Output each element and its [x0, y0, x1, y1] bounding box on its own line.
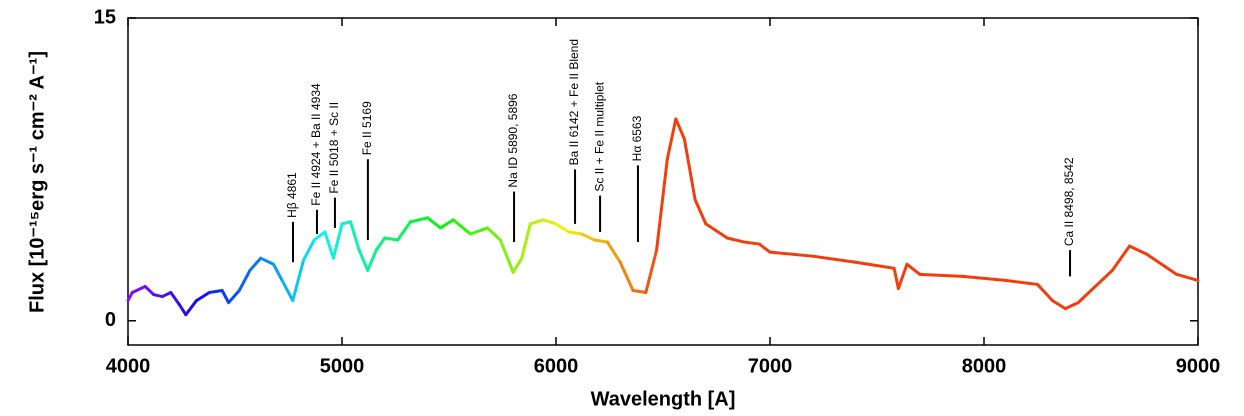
y-tick-label: 15 [94, 6, 116, 28]
spectrum-segment [331, 222, 344, 260]
annotation-label: Hα 6563 [630, 115, 644, 161]
spectrum-segment [511, 256, 524, 274]
spectrum-segment [631, 289, 648, 295]
plot-frame [127, 17, 1199, 346]
spectrum-segment [725, 236, 746, 244]
spectrum-segment [918, 272, 965, 278]
spectrum-segment [126, 291, 134, 303]
spectrum-segment [207, 289, 224, 295]
spectrum-segment [1128, 244, 1149, 256]
x-tick-label: 4000 [106, 355, 151, 377]
spectrum-segment [498, 238, 515, 274]
annotation-label: Ba II 6142 + Fe II Blend [567, 39, 581, 165]
spectrum-segment [1050, 299, 1067, 311]
spectrum-segment [349, 220, 361, 252]
spectrum-segment [704, 222, 729, 240]
spectrum-segment [396, 220, 412, 242]
spectrum-segment [580, 232, 597, 242]
spectrum-segment [248, 256, 263, 272]
annotation-label: Fe II 4924 + Ba II 4934 [309, 83, 323, 206]
spectrum-segment [1145, 252, 1179, 276]
x-tick-label: 5000 [320, 355, 365, 377]
spectrum-segment [312, 230, 327, 242]
spectrum-segment [272, 262, 284, 282]
spectrum-segment [605, 240, 622, 264]
spectrum-segment [438, 218, 455, 230]
x-axis-label: Wavelength [A] [591, 388, 736, 410]
spectrum-segment [426, 216, 442, 230]
spectrum-segment [905, 262, 922, 276]
spectrum-segment [541, 218, 558, 226]
spectrum-segment [259, 256, 276, 266]
spectrum-segment [674, 117, 686, 141]
spectrum-segment [1063, 301, 1080, 311]
spectrum-segment [644, 248, 659, 295]
spectrum-segment [280, 278, 295, 303]
spectrum-segment [1110, 244, 1132, 272]
spectrum-segment [486, 226, 502, 242]
spectrum-segment [655, 157, 669, 252]
spectrum-segment [1175, 272, 1200, 282]
spectrum-segment [768, 250, 815, 258]
spectrum-segment [177, 303, 188, 317]
spectrum-segment [1003, 278, 1039, 286]
spectrum-segment [961, 274, 1007, 282]
spectrum-segment [237, 268, 252, 292]
spectrum-segment [451, 218, 472, 236]
annotation-label: Sc II + Fe II multiplet [592, 81, 606, 191]
spectrum-segment [323, 230, 335, 260]
spectrum-segment [291, 258, 305, 303]
spectrum-segment [143, 284, 156, 297]
spectrum-segment [757, 242, 772, 254]
spectrum-segment [618, 260, 635, 292]
spectrum-segment [665, 117, 678, 161]
spectrum-segment [383, 236, 400, 242]
annotation-label: Fe II 5018 + Sc II [327, 102, 341, 194]
spectrum-segment [194, 291, 211, 303]
spectrum-segment [184, 299, 198, 317]
spectrum-segment [130, 284, 147, 295]
spectrum-segment [854, 260, 896, 270]
x-tick-label: 8000 [962, 355, 1007, 377]
annotation-label: Na ID 5890, 5896 [506, 93, 520, 187]
spectrum-segment [1036, 282, 1054, 303]
spectrum-segment [366, 248, 378, 272]
spectrum-segment [1089, 268, 1114, 292]
spectrum-segment [160, 291, 173, 299]
annotation-label: Hβ 4861 [285, 172, 299, 218]
spectrum-segment [520, 222, 532, 260]
spectrum-segment [374, 236, 387, 252]
spectrum-segment [408, 216, 430, 224]
annotation-label: Ca II 8498, 8542 [1062, 157, 1076, 246]
y-axis-label: Flux [10⁻¹⁵erg s⁻¹ cm⁻² A⁻¹] [26, 51, 48, 313]
spectrum-segment [693, 198, 708, 226]
spectrum-segment [468, 226, 490, 236]
spectrum-segment [742, 240, 761, 246]
spectrum-segment [169, 291, 181, 307]
spectrum-segment [227, 289, 241, 305]
spectrum-segment [301, 238, 316, 262]
spectrum-segment [567, 230, 584, 236]
spectrum-segment [682, 137, 697, 202]
x-tick-label: 9000 [1176, 355, 1221, 377]
spectrum-segment [528, 218, 545, 226]
spectrum-segment [554, 222, 571, 234]
spectrum-segment [1076, 289, 1093, 305]
spectrum-segment [593, 238, 609, 244]
spectrum-segment [811, 254, 858, 264]
spectrum-segment [896, 262, 909, 290]
spectrum-segment [892, 266, 900, 290]
y-tick-label: 0 [105, 309, 116, 331]
annotation-label: Fe II 5169 [360, 101, 374, 155]
spectrum-segment [220, 289, 231, 305]
x-tick-label: 6000 [534, 355, 579, 377]
spectrum-segment [357, 248, 370, 272]
x-tick-label: 7000 [748, 355, 793, 377]
